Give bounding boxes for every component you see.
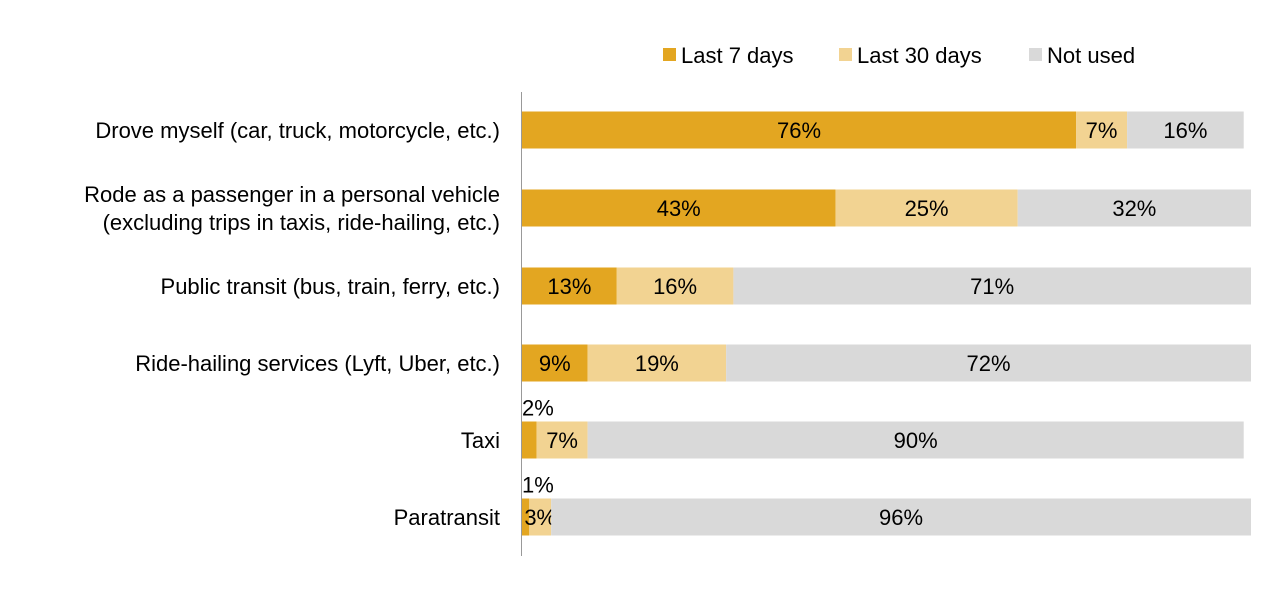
bar-row0-series0 bbox=[522, 111, 1077, 149]
bar-row1-series1 bbox=[835, 189, 1018, 227]
legend-label-0: Last 7 days bbox=[681, 43, 794, 68]
bar-row4-series0 bbox=[522, 421, 537, 459]
bar-row5-series0 bbox=[522, 498, 530, 536]
category-label-row3: Ride-hailing services (Lyft, Uber, etc.) bbox=[135, 351, 500, 376]
legend: Last 7 days Last 30 days Not used bbox=[663, 43, 1135, 68]
data-label-row2-series1: 16% bbox=[653, 274, 697, 299]
data-label-row2-series0: 13% bbox=[547, 274, 591, 299]
legend-label-2: Not used bbox=[1047, 43, 1135, 68]
category-label-row1-line0: Rode as a passenger in a personal vehicl… bbox=[84, 182, 500, 207]
bar-row4-series2 bbox=[587, 421, 1244, 459]
legend-swatch-0 bbox=[663, 48, 676, 61]
legend-swatch-1 bbox=[839, 48, 852, 61]
data-label-row0-series2: 16% bbox=[1163, 118, 1207, 143]
bar-row2-series1 bbox=[616, 267, 734, 305]
bar-row2-series0 bbox=[522, 267, 617, 305]
bar-row1-series2 bbox=[1017, 189, 1251, 227]
bar-row0-series1 bbox=[1076, 111, 1128, 149]
data-label-row2-series2: 71% bbox=[970, 274, 1014, 299]
data-label-row4-series0: 2% bbox=[522, 396, 554, 421]
category-labels: Drove myself (car, truck, motorcycle, et… bbox=[84, 118, 500, 530]
bar-row1-series0 bbox=[522, 189, 836, 227]
data-label-row3-series2: 72% bbox=[967, 351, 1011, 376]
data-label-row0-series1: 7% bbox=[1086, 118, 1118, 143]
category-label-row1-line1: (excluding trips in taxis, ride-hailing,… bbox=[103, 210, 500, 235]
data-label-row5-series1: 3% bbox=[524, 505, 556, 530]
data-label-row5-series2: 96% bbox=[879, 505, 923, 530]
bar-row3-series0 bbox=[522, 344, 588, 382]
category-label-row5: Paratransit bbox=[394, 505, 500, 530]
bar-row0-series2 bbox=[1127, 111, 1244, 149]
bar-row4-series1 bbox=[536, 421, 588, 459]
data-label-row4-series1: 7% bbox=[546, 428, 578, 453]
bar-row2-series2 bbox=[733, 267, 1251, 305]
bar-row5-series1 bbox=[529, 498, 552, 536]
category-label-row0: Drove myself (car, truck, motorcycle, et… bbox=[95, 118, 500, 143]
data-label-row1-series1: 25% bbox=[905, 196, 949, 221]
bar-row3-series2 bbox=[726, 344, 1251, 382]
bar-row3-series1 bbox=[587, 344, 727, 382]
data-label-row3-series0: 9% bbox=[539, 351, 571, 376]
category-label-row2: Public transit (bus, train, ferry, etc.) bbox=[161, 274, 500, 299]
legend-swatch-2 bbox=[1029, 48, 1042, 61]
data-label-row3-series1: 19% bbox=[635, 351, 679, 376]
data-label-row4-series2: 90% bbox=[894, 428, 938, 453]
data-label-row1-series2: 32% bbox=[1112, 196, 1156, 221]
bars: 76% 7% 16% 43% 25% 32% 13% 16% 71% 9% 19% 72% 2% 7% 90… bbox=[522, 111, 1251, 536]
data-label-row1-series0: 43% bbox=[657, 196, 701, 221]
legend-label-1: Last 30 days bbox=[857, 43, 982, 68]
category-label-row4: Taxi bbox=[461, 428, 500, 453]
bar-row5-series2 bbox=[551, 498, 1251, 536]
data-label-row5-series0: 1% bbox=[522, 473, 554, 498]
data-label-row0-series0: 76% bbox=[777, 118, 821, 143]
